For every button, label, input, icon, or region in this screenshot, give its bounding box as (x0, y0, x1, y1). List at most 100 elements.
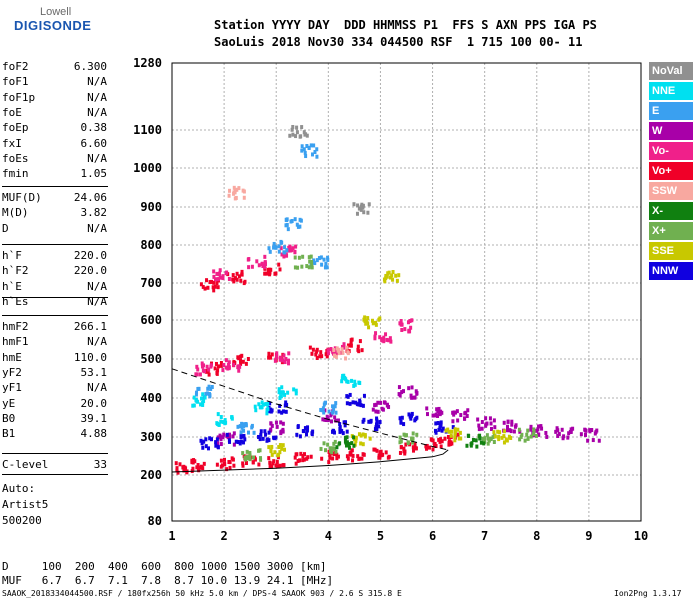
logo-top-text: Lowell (40, 6, 72, 18)
echo-point (510, 419, 514, 424)
echo-point (340, 428, 344, 433)
echo-point (280, 446, 284, 451)
param-name: h`F2 (2, 264, 29, 278)
param-value: N/A (87, 335, 107, 349)
param-name: h`E (2, 279, 22, 293)
echo-point (532, 429, 536, 434)
echo-point (232, 442, 236, 447)
echo-point (274, 435, 278, 440)
x-tick-label: 6 (429, 529, 436, 543)
echo-point (241, 359, 245, 364)
echo-point (293, 255, 297, 260)
echo-point (323, 265, 327, 270)
echo-point (514, 423, 518, 428)
echo-point (311, 152, 315, 157)
echo-point (465, 414, 469, 419)
echo-point (334, 401, 338, 406)
echo-point (279, 431, 283, 436)
echo-point (344, 443, 348, 448)
echo-point (334, 354, 338, 359)
echo-point (321, 417, 325, 422)
echo-point (557, 432, 561, 437)
echo-point (302, 457, 306, 462)
echo-point (196, 367, 200, 372)
echo-point (232, 279, 236, 284)
echo-point (350, 448, 354, 453)
echo-point (388, 275, 392, 280)
echo-point (283, 250, 287, 255)
echo-point (386, 271, 390, 276)
echo-point (203, 286, 207, 291)
param-row-ye: yE 20.0 (2, 397, 107, 411)
echo-point (292, 387, 296, 392)
echo-point (277, 390, 281, 395)
echo-point (377, 424, 381, 429)
footer-muf-line: MUF 6.7 6.7 7.1 7.8 8.7 10.0 13.9 24.1 [… (2, 574, 334, 587)
echo-point (384, 273, 388, 278)
echo-point (361, 432, 365, 437)
echo-point (366, 316, 370, 321)
echo-point (268, 464, 272, 469)
echo-point (340, 347, 344, 352)
echo-point (399, 439, 403, 444)
echo-point (263, 254, 267, 259)
echo-point (295, 452, 299, 457)
echo-point (287, 245, 291, 250)
echo-point (201, 392, 205, 397)
echo-point (410, 318, 414, 323)
echo-point (377, 453, 381, 458)
echo-point (301, 458, 305, 463)
echo-point (201, 284, 205, 289)
echo-point (357, 380, 361, 385)
echo-point (341, 373, 345, 378)
echo-point (242, 428, 246, 433)
echo-point (379, 449, 383, 454)
echo-point (227, 276, 231, 281)
echo-point (291, 132, 295, 137)
echo-point (436, 409, 440, 414)
echo-point (242, 195, 246, 200)
echo-point (345, 429, 349, 434)
echo-point (241, 461, 245, 466)
panel-separator (2, 453, 108, 454)
echo-point (268, 409, 272, 414)
y-tick-label: 700 (140, 276, 162, 290)
echo-point (281, 421, 285, 426)
echo-point (263, 265, 267, 270)
echo-point (379, 400, 383, 405)
echo-point (407, 386, 411, 391)
echo-point (191, 403, 195, 408)
param-name: foEs (2, 151, 29, 165)
legend-item-ssw: SSW (649, 182, 693, 200)
param-name: fxI (2, 136, 22, 150)
echo-point (387, 338, 391, 343)
echo-point (482, 438, 486, 443)
echo-point (305, 456, 309, 461)
echo-point (510, 422, 514, 427)
param-row-fxi: fxI 6.60 (2, 137, 107, 151)
echo-point (225, 467, 229, 472)
echo-point (385, 337, 389, 342)
echo-point (305, 144, 309, 149)
echo-point (236, 365, 240, 370)
echo-point (311, 347, 315, 352)
echo-point (322, 257, 326, 262)
echo-point (196, 463, 200, 468)
echo-point (312, 258, 316, 263)
echo-point (304, 132, 308, 137)
echo-point (315, 258, 319, 263)
echo-point (296, 458, 300, 463)
echo-point (235, 277, 239, 282)
echo-point (294, 461, 298, 466)
echo-point (342, 342, 346, 347)
echo-point (221, 368, 225, 373)
echo-point (285, 253, 289, 258)
echo-point (233, 188, 237, 193)
y-tick-label: 1100 (133, 123, 162, 137)
echo-point (297, 255, 301, 260)
echo-point (370, 318, 374, 323)
echo-point (243, 437, 247, 442)
echo-point (227, 438, 231, 443)
echo-point (235, 271, 239, 276)
legend-item-sse: SSE (649, 242, 693, 260)
